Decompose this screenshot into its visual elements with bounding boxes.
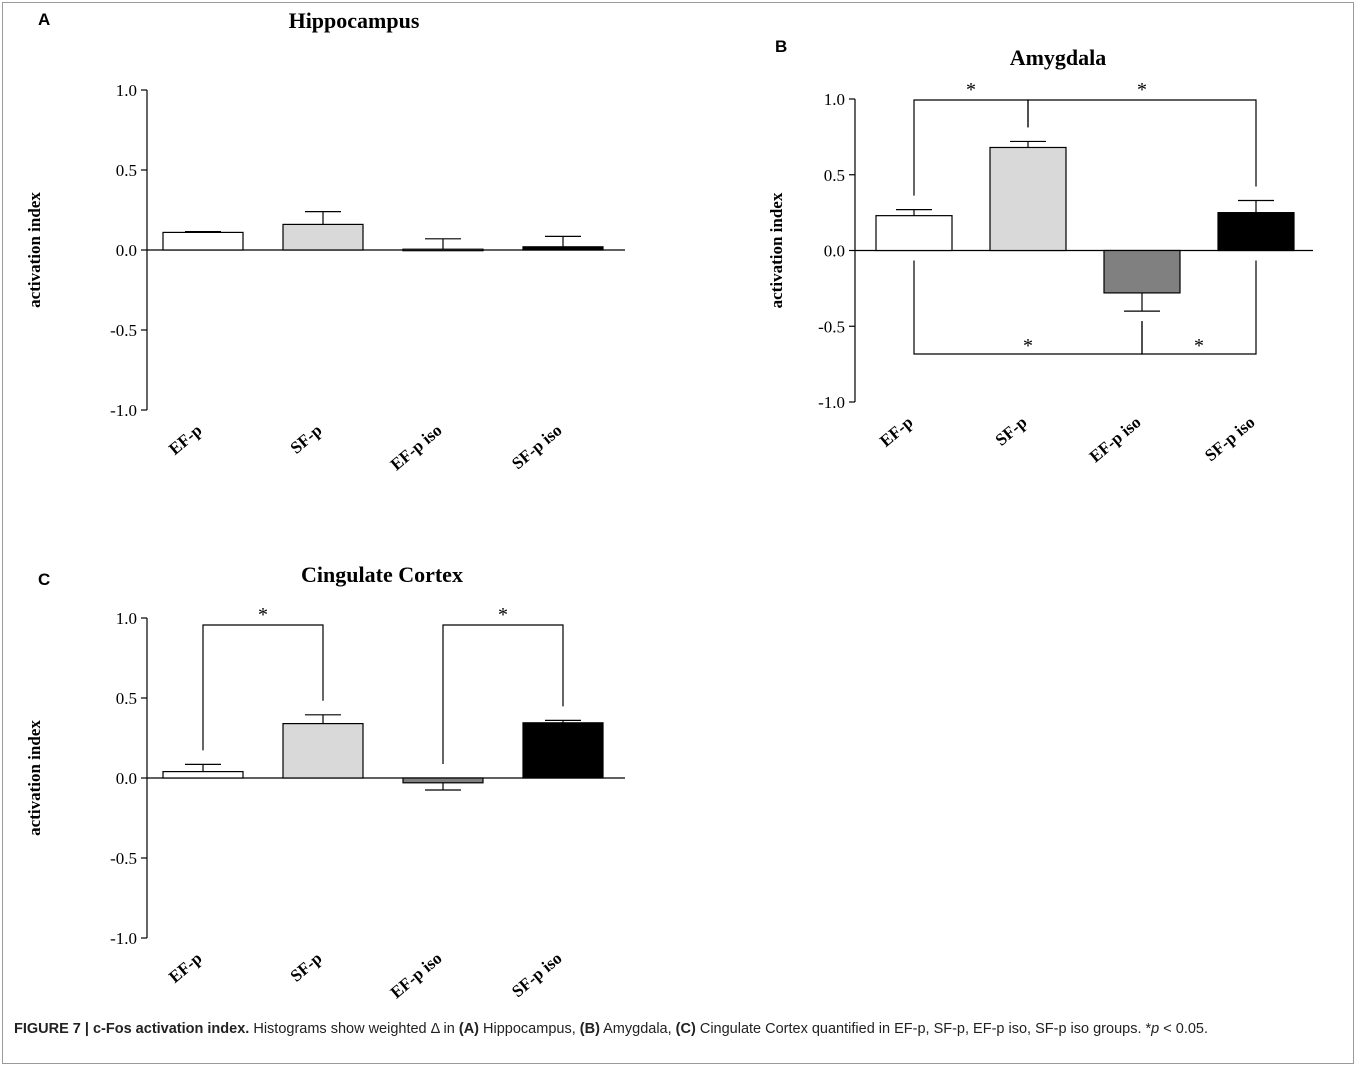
panel-letter: C — [38, 570, 50, 589]
significance-star: * — [258, 604, 268, 626]
category-label: EF-p iso — [387, 421, 446, 475]
y-axis-label: activation index — [767, 192, 786, 308]
panel-b-amygdala: B Amygdala activation index 1.0 0.5 0.0 -0.5 -1… — [767, 37, 1313, 466]
y-tick-label: -1.0 — [110, 401, 137, 420]
bar — [402, 777, 484, 784]
significance-bracket — [442, 624, 564, 764]
y-tick-label: 1.0 — [116, 609, 137, 628]
figure-caption: FIGURE 7 | c-Fos activation index. Histo… — [14, 1019, 1344, 1040]
chart-title: Hippocampus — [289, 8, 420, 33]
bar — [522, 246, 604, 251]
y-axis-label: activation index — [25, 192, 44, 308]
bar — [162, 770, 244, 779]
y-tick-label: -0.5 — [110, 849, 137, 868]
caption-figure-label: FIGURE 7 | c-Fos activation index. — [14, 1021, 250, 1037]
bar — [162, 231, 244, 251]
significance-star: * — [1137, 79, 1147, 101]
significance-star: * — [1194, 335, 1204, 357]
panel-letter: A — [38, 10, 50, 29]
y-tick-label: 0.5 — [824, 166, 845, 185]
caption-c-text: Cingulate Cortex quantified in EF-p, SF-… — [695, 1021, 1152, 1037]
y-tick-label: -0.5 — [110, 321, 137, 340]
category-label: SF-p iso — [508, 421, 565, 474]
chart-title: Cingulate Cortex — [301, 562, 463, 587]
y-tick-label: 0.0 — [824, 242, 845, 261]
category-label: EF-p iso — [1086, 413, 1145, 467]
bar — [522, 722, 604, 779]
significance-star: * — [966, 79, 976, 101]
bar — [1217, 212, 1295, 252]
bar — [875, 215, 953, 252]
caption-b-label: (B) — [579, 1021, 600, 1037]
caption-c-label: (C) — [675, 1021, 696, 1037]
bar — [402, 248, 484, 252]
caption-text: Histograms show weighted Δ in — [249, 1021, 459, 1037]
category-label: SF-p — [287, 421, 326, 458]
caption-a-label: (A) — [458, 1021, 480, 1037]
y-tick-label: -0.5 — [818, 317, 845, 336]
y-axis-label: activation index — [25, 720, 44, 836]
caption-a-text: Hippocampus, — [479, 1021, 580, 1037]
y-tick-label: 1.0 — [116, 81, 137, 100]
caption-p-symbol: p — [1151, 1021, 1160, 1037]
significance-star: * — [498, 604, 508, 626]
y-tick-label: -1.0 — [818, 393, 845, 412]
panel-a-hippocampus: A Hippocampus activation index 1.0 0.5 0.0 -0.… — [25, 8, 625, 474]
bar — [282, 223, 364, 251]
bar — [989, 146, 1067, 252]
chart-title: Amygdala — [1010, 45, 1107, 70]
significance-star: * — [1023, 335, 1033, 357]
bar — [282, 722, 364, 779]
category-label: EF-p iso — [387, 949, 446, 1003]
category-label: SF-p iso — [1201, 413, 1258, 466]
category-label: SF-p iso — [508, 949, 565, 1002]
category-label: EF-p — [876, 413, 916, 451]
category-label: SF-p — [992, 413, 1031, 450]
y-tick-label: 0.0 — [116, 769, 137, 788]
panel-c-cingulate-cortex: C Cingulate Cortex activation index 1.0 0.5 0… — [25, 562, 625, 1002]
significance-bracket — [202, 624, 324, 751]
figure-canvas: A Hippocampus activation index 1.0 0.5 0.0 -0.… — [25, 8, 1313, 1002]
significance-bracket — [1141, 260, 1257, 355]
caption-b-text: Amygdala, — [599, 1021, 676, 1037]
y-tick-label: 0.5 — [116, 161, 137, 180]
bar — [1103, 249, 1181, 294]
y-tick-label: 0.5 — [116, 689, 137, 708]
category-label: EF-p — [165, 421, 205, 459]
category-label: EF-p — [165, 949, 205, 987]
y-tick-label: -1.0 — [110, 929, 137, 948]
category-label: SF-p — [287, 949, 326, 986]
significance-bracket — [1027, 99, 1257, 187]
caption-p-threshold: < 0.05. — [1159, 1021, 1209, 1037]
y-tick-label: 0.0 — [116, 241, 137, 260]
panel-letter: B — [775, 37, 787, 56]
y-tick-label: 1.0 — [824, 90, 845, 109]
